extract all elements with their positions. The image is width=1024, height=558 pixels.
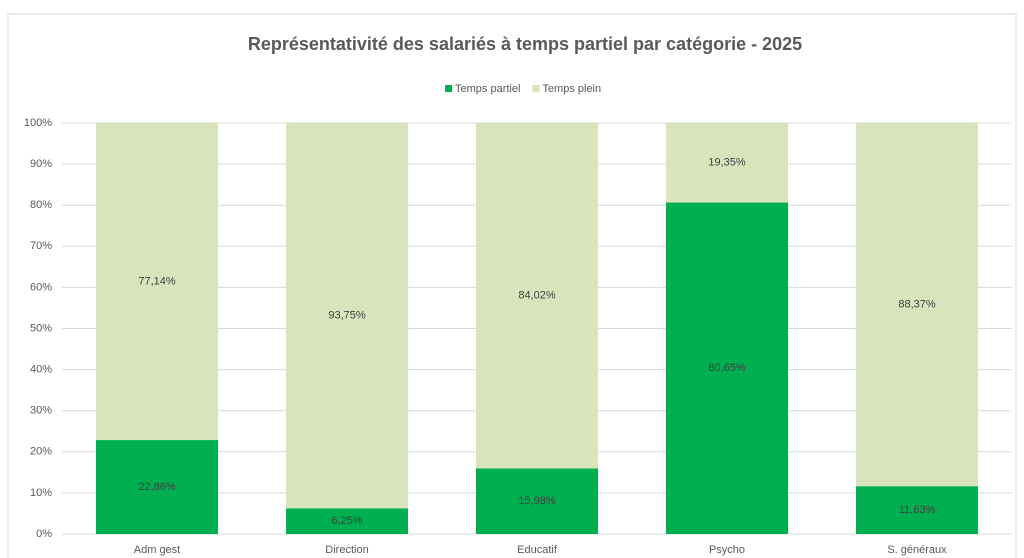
data-label: 80,65%	[708, 362, 746, 374]
data-label: 15,98%	[518, 495, 556, 507]
data-label: 77,14%	[138, 275, 176, 287]
bar-segment	[666, 202, 788, 534]
x-tick-label: Direction	[325, 544, 368, 556]
y-tick-label: 10%	[30, 487, 52, 499]
legend-label: Temps plein	[542, 83, 601, 95]
bar-segment	[856, 123, 978, 487]
data-label: 6,25%	[331, 515, 362, 527]
bar-segment	[666, 123, 788, 203]
x-tick-label: Psycho	[709, 544, 745, 556]
bar-segment	[476, 468, 598, 534]
chart-title: Représentativité des salariés à temps pa…	[248, 34, 802, 54]
y-tick-label: 20%	[30, 446, 52, 458]
bar-segment	[856, 486, 978, 534]
x-tick-label: Adm gest	[134, 544, 180, 556]
data-label: 84,02%	[518, 290, 556, 302]
data-label: 11,63%	[899, 504, 936, 516]
y-tick-label: 50%	[30, 322, 52, 334]
x-tick-label: Educatif	[517, 544, 558, 556]
bar-segment	[96, 123, 218, 441]
bar-segment	[286, 508, 408, 534]
legend-swatch	[532, 85, 540, 92]
y-tick-label: 30%	[30, 405, 52, 417]
bar-segment	[286, 123, 408, 509]
data-label: 93,75%	[328, 310, 366, 322]
y-tick-label: 70%	[30, 240, 52, 252]
data-label: 22,86%	[138, 481, 176, 493]
y-tick-label: 80%	[30, 199, 52, 211]
bar-segment	[96, 440, 218, 534]
y-tick-label: 0%	[36, 528, 52, 540]
x-tick-label: S. généraux	[887, 544, 947, 556]
data-label: 19,35%	[708, 157, 746, 169]
y-tick-label: 60%	[30, 281, 52, 293]
bar-segment	[476, 123, 598, 469]
legend-label: Temps partiel	[455, 83, 520, 95]
y-tick-label: 100%	[24, 117, 52, 129]
data-label: 88,37%	[898, 299, 936, 311]
y-tick-label: 40%	[30, 364, 52, 376]
y-tick-label: 90%	[30, 158, 52, 170]
legend-swatch	[445, 85, 452, 92]
